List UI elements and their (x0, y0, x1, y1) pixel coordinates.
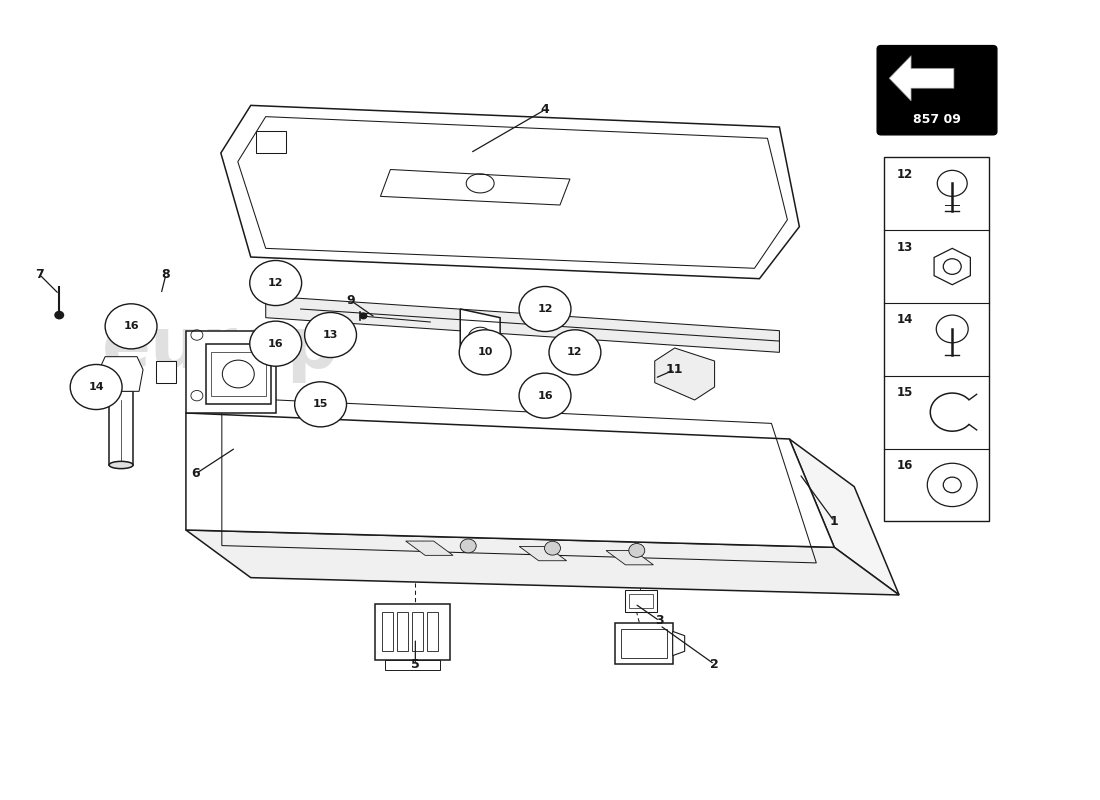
Text: 13: 13 (323, 330, 338, 340)
Circle shape (519, 373, 571, 418)
Text: 12: 12 (568, 347, 583, 358)
Circle shape (459, 330, 512, 375)
Polygon shape (109, 391, 133, 465)
Circle shape (549, 330, 601, 375)
Text: 16: 16 (123, 322, 139, 331)
Text: 11: 11 (666, 363, 683, 376)
Text: 10: 10 (477, 347, 493, 358)
Circle shape (295, 382, 346, 427)
Text: 16: 16 (898, 459, 913, 472)
Polygon shape (654, 348, 715, 400)
Circle shape (629, 543, 645, 558)
Polygon shape (266, 296, 780, 352)
Text: 7: 7 (35, 268, 44, 281)
Text: 9: 9 (346, 294, 355, 307)
Text: 12: 12 (268, 278, 284, 288)
Polygon shape (615, 622, 673, 664)
Polygon shape (385, 660, 440, 670)
Polygon shape (406, 541, 453, 555)
Polygon shape (625, 590, 657, 612)
Circle shape (70, 365, 122, 410)
Circle shape (106, 304, 157, 349)
Text: 2: 2 (711, 658, 719, 670)
Bar (884, 158, 989, 522)
Ellipse shape (109, 462, 133, 469)
Polygon shape (186, 530, 899, 595)
Text: a passion for parts since 1985: a passion for parts since 1985 (244, 426, 517, 444)
Text: europ: europ (102, 314, 340, 382)
Polygon shape (255, 131, 286, 153)
Text: 12: 12 (537, 304, 553, 314)
Polygon shape (156, 361, 176, 382)
Polygon shape (606, 550, 653, 565)
Circle shape (544, 542, 561, 555)
Polygon shape (673, 631, 684, 656)
Text: 16: 16 (268, 338, 284, 349)
Text: 6: 6 (191, 467, 200, 480)
Circle shape (360, 313, 367, 319)
Text: 3: 3 (656, 614, 664, 627)
Text: 15: 15 (898, 386, 913, 399)
Polygon shape (460, 309, 500, 366)
Text: 8: 8 (162, 268, 170, 281)
Circle shape (250, 321, 301, 366)
Polygon shape (99, 357, 143, 391)
Polygon shape (790, 439, 899, 595)
Text: 16: 16 (537, 390, 553, 401)
Text: 857 09: 857 09 (913, 113, 961, 126)
Polygon shape (375, 604, 450, 660)
FancyBboxPatch shape (877, 46, 997, 135)
Polygon shape (186, 330, 276, 413)
Polygon shape (519, 546, 566, 561)
Text: 12: 12 (898, 168, 913, 181)
Text: 14: 14 (898, 314, 913, 326)
Polygon shape (186, 413, 834, 547)
Circle shape (460, 539, 476, 553)
Polygon shape (206, 344, 271, 404)
Circle shape (305, 313, 356, 358)
Polygon shape (221, 106, 800, 278)
Text: 13: 13 (898, 241, 913, 254)
Text: 1: 1 (829, 515, 838, 528)
Text: 15: 15 (312, 399, 328, 410)
Circle shape (250, 261, 301, 306)
Text: 5: 5 (411, 658, 420, 670)
Polygon shape (889, 56, 954, 101)
Circle shape (54, 310, 64, 319)
Text: 14: 14 (88, 382, 104, 392)
Text: 4: 4 (540, 103, 549, 116)
Circle shape (519, 286, 571, 331)
